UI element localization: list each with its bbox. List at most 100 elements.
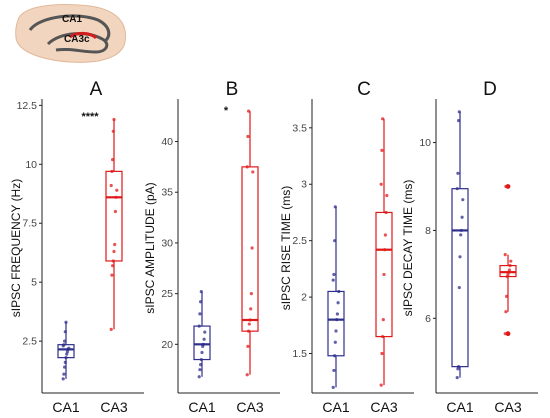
data-point: [337, 289, 341, 294]
outlier-point: [505, 331, 511, 337]
x-category-label: CA1: [188, 399, 215, 415]
inset-ca3c-highlight: [69, 31, 98, 40]
data-point: [380, 351, 384, 356]
data-point: [247, 322, 251, 326]
x-category-label: CA3: [100, 399, 127, 415]
inset-label-ca3c: CA3c: [64, 34, 90, 45]
x-category-label: CA1: [52, 399, 79, 415]
data-point: [62, 343, 66, 347]
data-point: [457, 365, 461, 369]
data-point: [110, 169, 114, 173]
x-category-label: CA1: [322, 399, 349, 415]
y-tick-label: 10: [25, 159, 37, 171]
data-point: [456, 171, 460, 175]
data-point: [381, 334, 385, 339]
data-point: [63, 365, 67, 369]
box-ca3: [105, 117, 123, 331]
iqr-box: [451, 188, 469, 368]
data-point: [64, 320, 68, 324]
data-point: [333, 239, 337, 243]
data-point: [250, 246, 254, 250]
data-point: [63, 339, 67, 343]
data-point: [197, 324, 201, 328]
data-point: [111, 259, 115, 263]
data-point: [508, 263, 512, 268]
iqr-box: [105, 170, 123, 262]
data-point: [203, 330, 207, 334]
panel-letter: D: [483, 79, 497, 100]
data-point: [198, 312, 202, 316]
data-point: [383, 248, 387, 252]
box-ca3: [241, 109, 259, 377]
y-tick-label: 2.5: [292, 235, 307, 247]
y-tick-label: 12.5: [17, 100, 38, 112]
x-category-label: CA3: [494, 399, 521, 415]
y-tick-label: 25: [161, 288, 173, 300]
y-axis-title: sIPSC AMPLITUDE (pA): [143, 182, 157, 313]
data-point: [245, 373, 249, 377]
data-point: [111, 157, 115, 162]
data-point: [61, 377, 65, 381]
data-point: [379, 182, 383, 186]
y-axis-title: sIPSC RISE TIME (ms): [279, 186, 293, 310]
data-point: [113, 242, 117, 247]
y-tick-label: 3: [301, 179, 307, 191]
box-ca3: [375, 117, 393, 387]
data-point: [249, 307, 253, 311]
data-point: [112, 249, 116, 254]
y-tick-label: 10: [419, 137, 431, 149]
data-point: [333, 340, 337, 344]
data-point: [460, 215, 464, 219]
data-point: [110, 273, 114, 277]
data-point: [335, 318, 339, 322]
data-point: [62, 372, 66, 376]
data-point: [332, 272, 336, 277]
x-category-label: CA3: [370, 399, 397, 415]
hippocampus-inset: CA1 CA3c: [15, 4, 127, 63]
box-ca1: [57, 320, 75, 381]
data-point: [458, 255, 462, 259]
data-point: [199, 300, 203, 304]
data-point: [111, 264, 115, 268]
data-point: [457, 285, 461, 290]
data-point: [200, 350, 204, 355]
x-category-label: CA3: [236, 399, 263, 415]
iqr-box: [327, 290, 345, 357]
data-point: [331, 385, 335, 389]
data-point: [246, 134, 250, 139]
data-point: [455, 187, 459, 191]
data-point: [384, 210, 388, 215]
data-point: [111, 129, 115, 133]
data-point: [459, 228, 463, 233]
data-point: [113, 209, 117, 214]
data-point: [380, 148, 384, 152]
data-point: [199, 363, 203, 367]
data-point: [461, 198, 465, 202]
data-point: [249, 292, 253, 296]
data-point: [335, 312, 339, 316]
data-point: [503, 252, 507, 257]
data-point: [455, 376, 459, 380]
data-point: [246, 344, 250, 348]
y-tick-label: 7.5: [22, 218, 37, 230]
y-tick-label: 30: [161, 237, 173, 249]
y-tick-label: 35: [161, 187, 173, 199]
data-point: [332, 368, 336, 373]
iqr-box: [193, 325, 211, 361]
y-axis-title: sIPSC DECAY TIME (ms): [401, 180, 415, 317]
x-category-label: CA1: [446, 399, 473, 415]
data-point: [457, 110, 461, 114]
y-tick-label: 2.5: [22, 336, 37, 348]
data-point: [199, 357, 203, 362]
data-point: [245, 165, 249, 169]
data-point: [505, 294, 509, 298]
data-point: [247, 329, 251, 333]
data-point: [507, 268, 511, 272]
data-point: [383, 233, 387, 237]
y-tick-label: 3.5: [292, 122, 307, 134]
data-point: [504, 310, 508, 314]
data-point: [336, 301, 340, 305]
